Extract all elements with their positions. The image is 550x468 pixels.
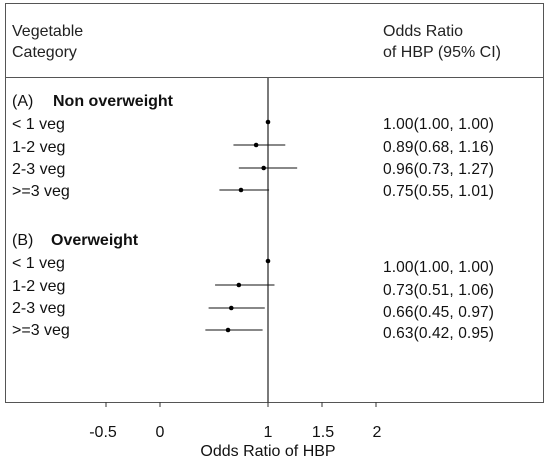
row-label: >=3 veg [12,322,70,339]
point-estimate [236,282,242,288]
point-estimate [265,119,271,125]
x-tick-label: -0.5 [89,424,117,441]
x-tick-label: 0 [155,424,165,441]
row-label: 1-2 veg [12,278,66,295]
x-axis-title: Odds Ratio of HBP [200,443,336,460]
header-divider [5,77,544,78]
point-estimate [253,142,259,148]
ci-text: 1.00(1.00, 1.00) [383,259,495,276]
row-label: 2-3 veg [12,300,66,317]
column-header-category-line2: Category [12,44,77,61]
row-label: < 1 veg [12,255,65,272]
x-tick-label: 1 [263,424,273,441]
column-header-category-line1: Vegetable [12,23,84,40]
ci-text: 0.96(0.73, 1.27) [383,161,495,178]
row-label: < 1 veg [12,116,65,133]
table-frame [5,3,544,403]
group-a-title: Non overweight [53,93,174,110]
ci-text: 1.00(1.00, 1.00) [383,116,495,133]
x-tick-label: 1.5 [311,424,335,441]
ci-text: 0.73(0.51, 1.06) [383,282,495,299]
ci-text: 0.63(0.42, 0.95) [383,325,495,342]
group-b-title: Overweight [51,232,139,249]
row-label: >=3 veg [12,183,70,200]
column-header-or-line1: Odds Ratio [383,23,464,40]
ci-text: 0.75(0.55, 1.01) [383,183,495,200]
point-estimate [225,327,231,333]
column-header-or-line2: of HBP (95% CI) [383,44,501,61]
row-label: 1-2 veg [12,139,66,156]
group-b-prefix: (B) [12,232,34,249]
x-tick-label: 2 [372,424,382,441]
point-estimate [238,187,244,193]
group-a-prefix: (A) [12,93,34,110]
ci-text: 0.66(0.45, 0.97) [383,304,495,321]
point-estimate [228,305,234,311]
point-estimate [265,258,271,264]
point-estimate [261,165,266,171]
row-label: 2-3 veg [12,161,66,178]
ci-text: 0.89(0.68, 1.16) [383,139,495,156]
